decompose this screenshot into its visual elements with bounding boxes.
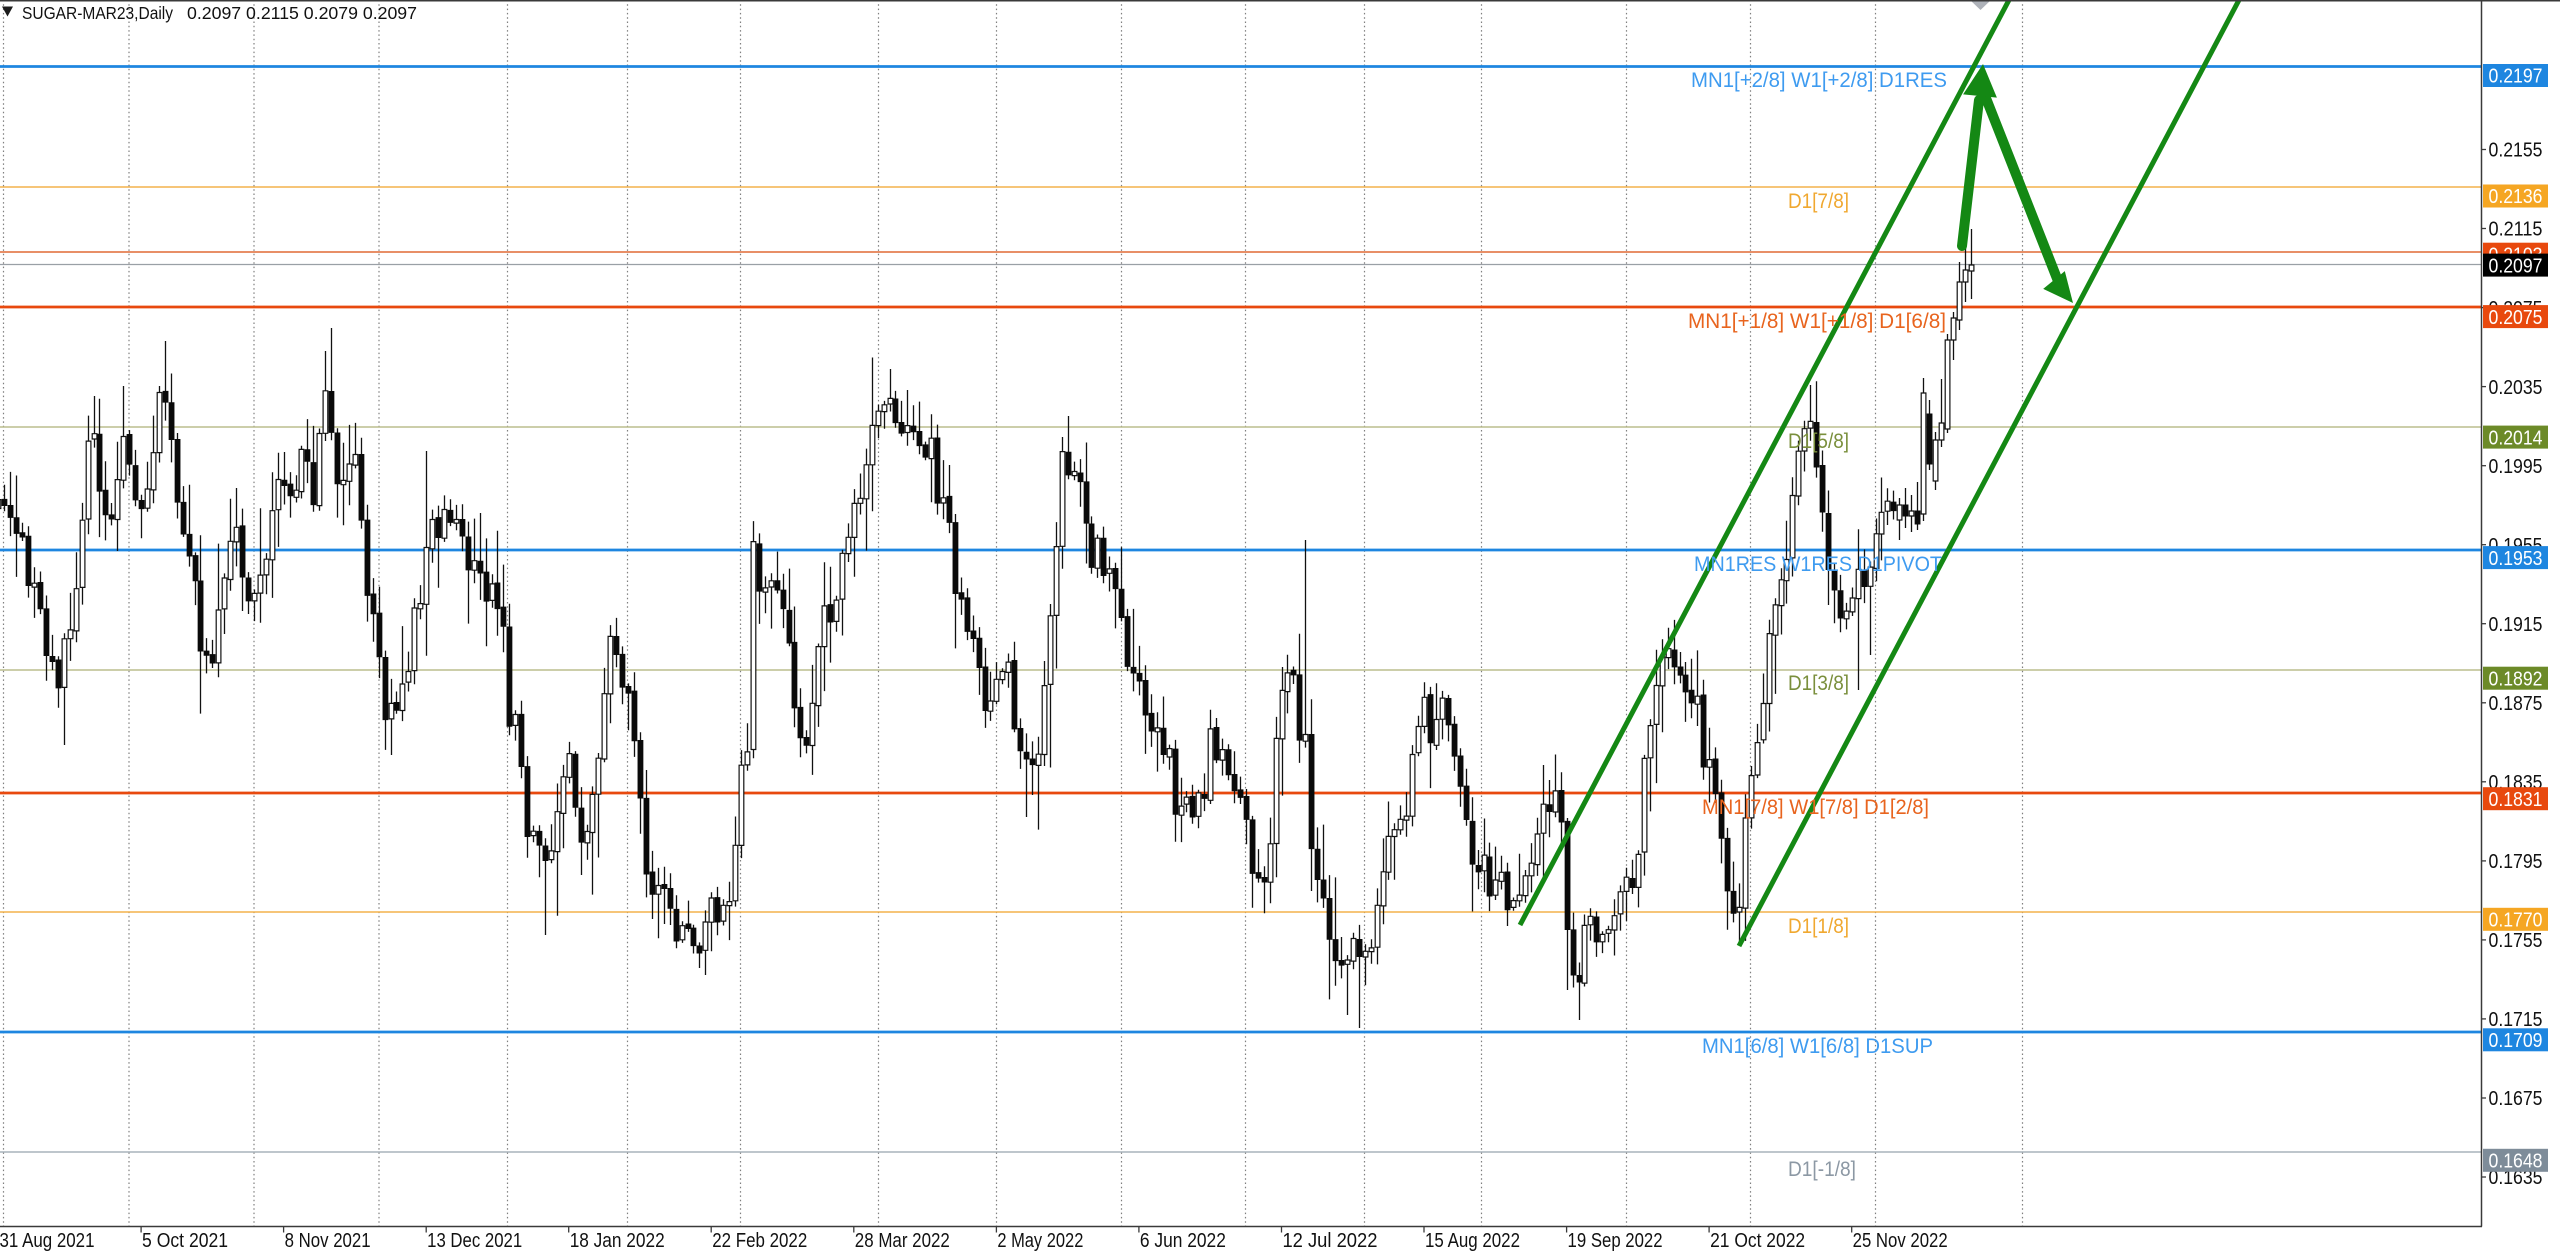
svg-text:0.2197: 0.2197 [2489, 66, 2543, 88]
svg-text:D1[-1/8]: D1[-1/8] [1788, 1158, 1856, 1181]
svg-text:22 Feb 2022: 22 Feb 2022 [712, 1230, 807, 1251]
svg-text:0.1755: 0.1755 [2489, 930, 2543, 952]
svg-text:0.2097: 0.2097 [2489, 255, 2543, 277]
svg-text:19 Sep 2022: 19 Sep 2022 [1568, 1230, 1663, 1251]
svg-text:6 Jun 2022: 6 Jun 2022 [1140, 1230, 1226, 1251]
svg-text:21 Oct 2022: 21 Oct 2022 [1710, 1230, 1805, 1251]
svg-text:D1[7/8]: D1[7/8] [1788, 190, 1849, 213]
svg-text:MN1[6/8] W1[6/8] D1SUP: MN1[6/8] W1[6/8] D1SUP [1702, 1035, 1933, 1058]
svg-text:SUGAR-MAR23,Daily: SUGAR-MAR23,Daily [22, 3, 173, 23]
svg-text:0.2014: 0.2014 [2489, 427, 2543, 449]
svg-text:0.2155: 0.2155 [2489, 140, 2543, 162]
svg-text:0.1648: 0.1648 [2489, 1151, 2543, 1173]
svg-text:D1[5/8]: D1[5/8] [1788, 430, 1849, 453]
svg-text:0.2035: 0.2035 [2489, 377, 2543, 399]
svg-text:13 Dec 2021: 13 Dec 2021 [427, 1230, 522, 1251]
svg-text:0.2097 0.2115 0.2079 0.2097: 0.2097 0.2115 0.2079 0.2097 [187, 3, 417, 23]
svg-text:D1[1/8]: D1[1/8] [1788, 915, 1849, 938]
svg-text:31 Aug 2021: 31 Aug 2021 [0, 1230, 95, 1251]
svg-text:0.1953: 0.1953 [2489, 548, 2543, 570]
svg-text:0.1795: 0.1795 [2489, 851, 2543, 873]
svg-text:0.1915: 0.1915 [2489, 614, 2543, 636]
svg-text:0.1715: 0.1715 [2489, 1009, 2543, 1031]
svg-text:0.1770: 0.1770 [2489, 909, 2543, 931]
svg-text:15 Aug 2022: 15 Aug 2022 [1425, 1230, 1520, 1251]
svg-text:MN1[+1/8] W1[+1/8] D1[6/8]: MN1[+1/8] W1[+1/8] D1[6/8] [1688, 310, 1946, 333]
svg-text:28 Mar 2022: 28 Mar 2022 [855, 1230, 950, 1251]
svg-text:0.1675: 0.1675 [2489, 1088, 2543, 1110]
svg-text:0.1709: 0.1709 [2489, 1030, 2543, 1052]
svg-text:5 Oct 2021: 5 Oct 2021 [142, 1230, 228, 1251]
svg-text:12 Jul 2022: 12 Jul 2022 [1282, 1230, 1377, 1251]
svg-text:0.2115: 0.2115 [2489, 219, 2543, 241]
svg-text:2 May 2022: 2 May 2022 [997, 1230, 1083, 1251]
svg-text:MN1[7/8] W1[7/8] D1[2/8]: MN1[7/8] W1[7/8] D1[2/8] [1702, 796, 1929, 819]
svg-text:8 Nov 2021: 8 Nov 2021 [285, 1230, 371, 1251]
svg-text:0.1892: 0.1892 [2489, 668, 2543, 690]
svg-text:0.1635: 0.1635 [2489, 1167, 2543, 1189]
svg-text:MN1[+2/8] W1[+2/8] D1RES: MN1[+2/8] W1[+2/8] D1RES [1691, 69, 1947, 92]
svg-text:0.1831: 0.1831 [2489, 789, 2543, 811]
svg-text:0.1875: 0.1875 [2489, 693, 2543, 715]
svg-text:25 Nov 2022: 25 Nov 2022 [1853, 1230, 1948, 1251]
svg-text:MN1RES W1RES D1PIVOT: MN1RES W1RES D1PIVOT [1694, 553, 1942, 576]
svg-text:0.2075: 0.2075 [2489, 307, 2543, 329]
svg-text:0.1995: 0.1995 [2489, 456, 2543, 478]
svg-text:D1[3/8]: D1[3/8] [1788, 672, 1849, 695]
svg-text:0.2136: 0.2136 [2489, 186, 2543, 208]
svg-text:18 Jan 2022: 18 Jan 2022 [570, 1230, 665, 1251]
